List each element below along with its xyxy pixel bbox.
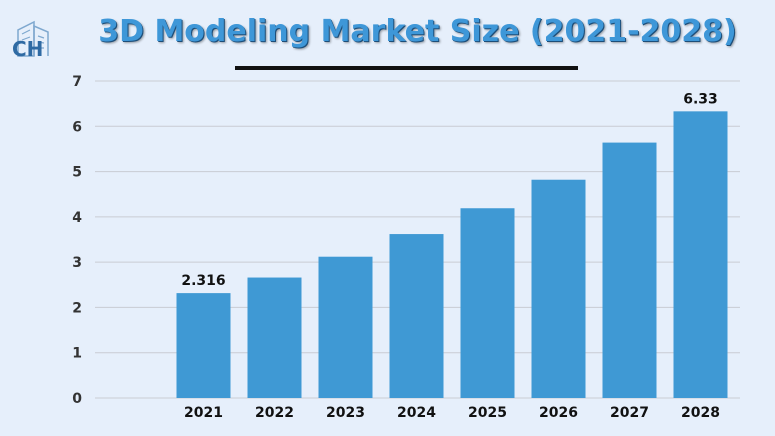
bar-2022 <box>247 277 302 398</box>
title-underline <box>235 66 578 70</box>
y-tick-label: 7 <box>72 74 82 90</box>
x-axis-ticks: 2021 2022 2023 2024 2025 2026 2027 2028 <box>184 405 720 421</box>
page-title: 3D Modeling Market Size (2021-2028) <box>98 14 737 49</box>
data-labels: 2.316 6.33 <box>181 91 717 289</box>
bars <box>176 111 728 398</box>
x-tick-label: 2021 <box>184 405 223 421</box>
y-tick-label: 2 <box>72 300 82 316</box>
bar-2021 <box>176 293 231 398</box>
bar-2028 <box>673 111 728 398</box>
y-tick-label: 6 <box>72 119 82 135</box>
brand-logo: CH <box>8 16 60 61</box>
x-tick-label: 2028 <box>681 405 720 421</box>
x-tick-label: 2026 <box>539 405 578 421</box>
y-tick-label: 0 <box>72 391 82 407</box>
y-axis-ticks: 0 1 2 3 4 5 6 7 <box>72 74 82 407</box>
x-tick-label: 2022 <box>255 405 294 421</box>
y-tick-label: 5 <box>72 165 82 181</box>
data-label: 2.316 <box>181 273 225 289</box>
y-tick-label: 1 <box>72 346 82 362</box>
bar-2023 <box>318 256 373 398</box>
y-tick-label: 3 <box>72 255 82 271</box>
bar-2025 <box>460 208 515 398</box>
x-tick-label: 2023 <box>326 405 365 421</box>
data-label: 6.33 <box>683 91 718 107</box>
bar-2027 <box>602 142 657 398</box>
x-tick-label: 2025 <box>468 405 507 421</box>
y-tick-label: 4 <box>72 210 82 226</box>
bar-2024 <box>389 234 444 398</box>
logo-text: CH <box>12 37 43 60</box>
x-tick-label: 2024 <box>397 405 436 421</box>
x-tick-label: 2027 <box>610 405 649 421</box>
bar-2026 <box>531 179 586 398</box>
